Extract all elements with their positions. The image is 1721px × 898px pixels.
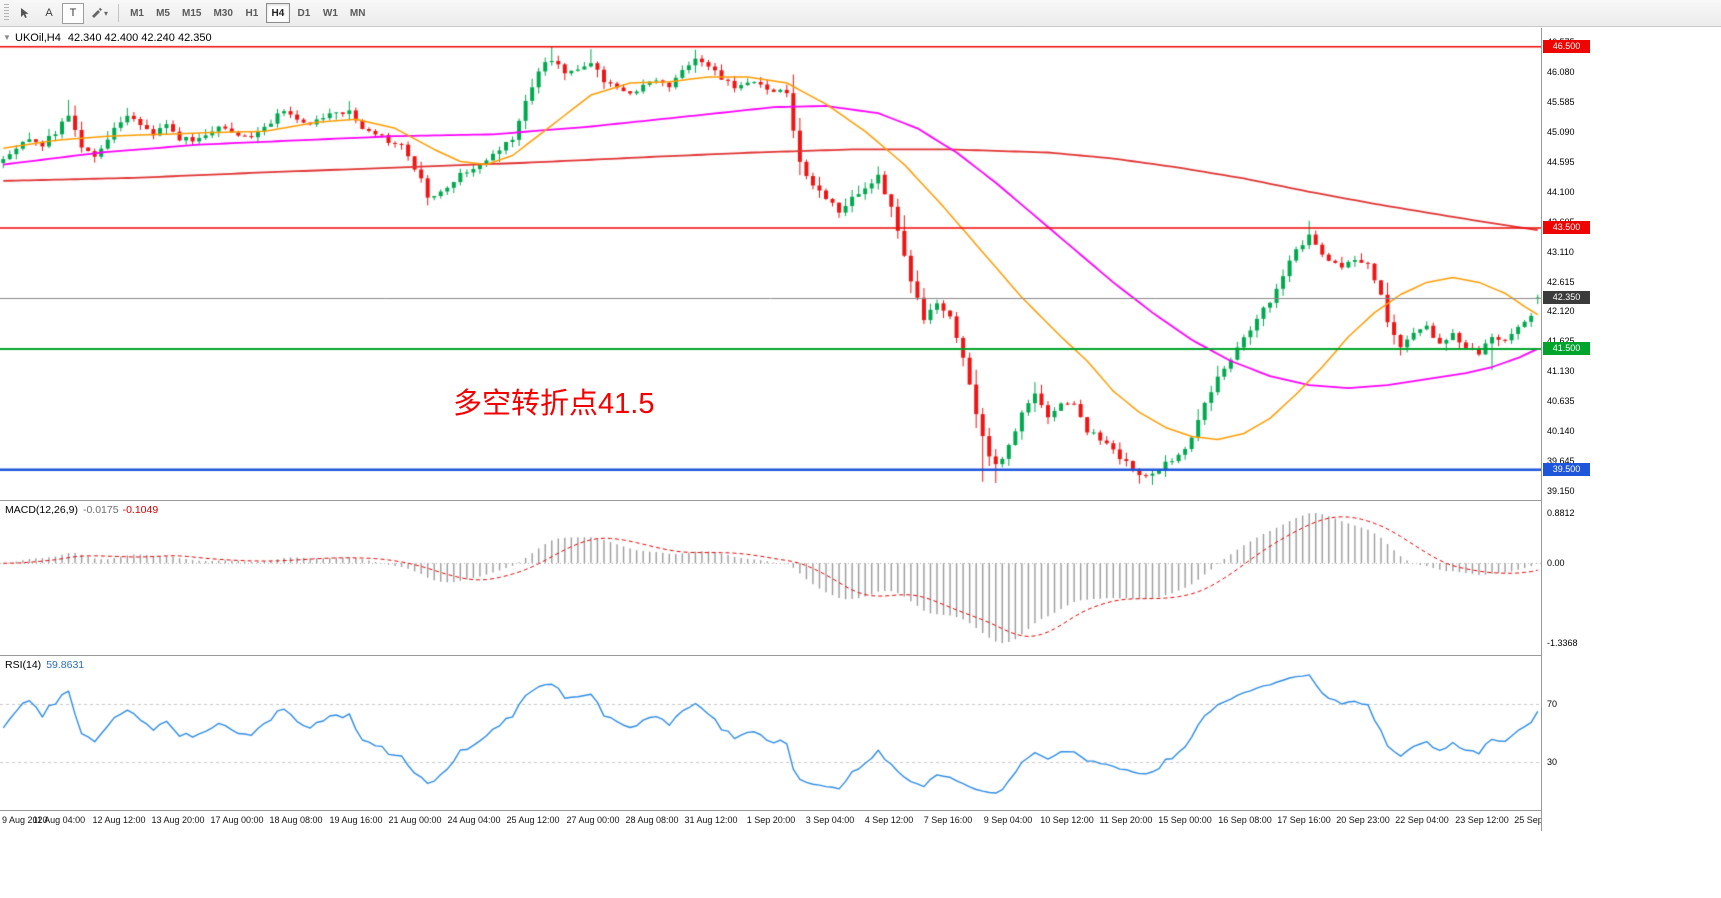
price-axis-tick: 44.100: [1547, 187, 1575, 197]
price-panel[interactable]: ▼ UKOil,H4 42.340 42.400 42.240 42.350 多空…: [0, 28, 1541, 501]
toolbar: A T ▾ M1 M5 M15 M30 H1 H4 D1 W1 MN: [0, 0, 1721, 27]
symbol-timeframe-label: UKOil,H4: [15, 32, 61, 44]
cursor-icon: [21, 8, 29, 18]
timeframe-button-h1[interactable]: H1: [240, 3, 264, 23]
time-axis-label: 10 Sep 12:00: [1040, 815, 1094, 825]
one-click-trading-toggle[interactable]: ▼: [3, 33, 11, 42]
macd-signal-value: -0.1049: [122, 504, 159, 516]
pencil-icon: [92, 7, 102, 18]
draw-tools-dropdown[interactable]: ▾: [86, 3, 112, 24]
time-axis-label: 3 Sep 04:00: [805, 815, 855, 825]
timeframe-group: M1 M5 M15 M30 H1 H4 D1 W1 MN: [124, 3, 371, 23]
timeframe-button-mn[interactable]: MN: [345, 3, 371, 23]
price-axis-tick: 41.625: [1547, 336, 1575, 346]
time-axis-label: 11 Aug 04:00: [32, 815, 86, 825]
timeframe-button-m1[interactable]: M1: [125, 3, 149, 23]
price-axis[interactable]: 46.57546.08045.58545.09044.59544.10043.6…: [1541, 28, 1721, 831]
current-price-badge: 42.350: [1543, 291, 1590, 304]
macd-panel[interactable]: MACD(12,26,9) -0.0175 -0.1049: [0, 501, 1541, 656]
time-axis-label: 28 Aug 08:00: [625, 815, 679, 825]
price-axis-tick: 42.615: [1547, 277, 1575, 287]
time-axis-label: 9 Aug 2020: [2, 815, 48, 825]
price-level-badge: 43.500: [1543, 221, 1590, 234]
time-axis-label: 12 Aug 12:00: [92, 815, 146, 825]
time-axis-label: 27 Aug 00:00: [566, 815, 620, 825]
chart-title: UKOil,H4 42.340 42.400 42.240 42.350: [15, 32, 212, 44]
time-axis-label: 1 Sep 20:00: [746, 815, 796, 825]
time-axis-label: 17 Aug 00:00: [210, 815, 264, 825]
time-axis[interactable]: 9 Aug 2020 11 Aug 04:00 12 Aug 12:00 13 Aug…: [0, 811, 1568, 831]
time-axis-label: 22 Sep 04:00: [1395, 815, 1449, 825]
toolbar-drag-handle[interactable]: [4, 4, 9, 22]
rsi-name: RSI(14): [5, 659, 42, 671]
price-axis-tick: 44.595: [1547, 157, 1575, 167]
price-axis-tick: 41.130: [1547, 366, 1575, 376]
price-axis-tick: 40.635: [1547, 396, 1575, 406]
time-axis-label: 19 Aug 16:00: [329, 815, 383, 825]
time-axis-label: 7 Sep 16:00: [923, 815, 973, 825]
time-axis-label: 16 Sep 08:00: [1218, 815, 1272, 825]
time-axis-label: 18 Aug 08:00: [269, 815, 323, 825]
time-axis-label: 15 Sep 00:00: [1158, 815, 1212, 825]
macd-axis-max: 0.8812: [1547, 508, 1575, 518]
price-level-badge: 41.500: [1543, 342, 1590, 355]
price-axis-tick: 42.120: [1547, 306, 1575, 316]
macd-name: MACD(12,26,9): [5, 504, 78, 516]
macd-canvas[interactable]: [0, 501, 1541, 655]
time-axis-label: 20 Sep 23:00: [1336, 815, 1390, 825]
price-axis-tick: 39.150: [1547, 486, 1575, 496]
time-axis-label: 24 Aug 04:00: [447, 815, 501, 825]
time-axis-label: 4 Sep 12:00: [864, 815, 914, 825]
timeframe-button-m5[interactable]: M5: [151, 3, 175, 23]
macd-axis-min: -1.3368: [1547, 638, 1578, 648]
rsi-axis-level: 30: [1547, 757, 1558, 767]
time-axis-label: 11 Sep 20:00: [1099, 815, 1153, 825]
timeframe-button-m15[interactable]: M15: [177, 3, 206, 23]
price-axis-tick: 45.585: [1547, 97, 1575, 107]
macd-main-value: -0.0175: [82, 504, 119, 516]
rsi-value: 59.8631: [46, 659, 85, 671]
timeframe-button-d1[interactable]: D1: [292, 3, 316, 23]
time-axis-label: 31 Aug 12:00: [684, 815, 738, 825]
macd-label: MACD(12,26,9) -0.0175 -0.1049: [5, 504, 158, 516]
price-axis-tick: 45.090: [1547, 127, 1575, 137]
rsi-axis-level: 70: [1547, 699, 1558, 709]
macd-axis-zero: 0.00: [1547, 558, 1565, 568]
time-axis-label: 25 Aug 12:00: [506, 815, 560, 825]
timeframe-button-h4[interactable]: H4: [265, 3, 290, 23]
timeframe-button-w1[interactable]: W1: [318, 3, 343, 23]
toolbar-separator: [118, 4, 120, 22]
time-axis-label: 23 Sep 12:00: [1455, 815, 1509, 825]
chevron-down-icon: ▾: [104, 8, 109, 18]
rsi-label: RSI(14) 59.8631: [5, 659, 84, 671]
price-axis-tick: 43.110: [1547, 247, 1574, 257]
rsi-canvas[interactable]: [0, 656, 1541, 810]
price-annotation-text[interactable]: 多空转折点41.5: [453, 388, 655, 420]
time-axis-label: 17 Sep 16:00: [1277, 815, 1331, 825]
text-label-tool-button[interactable]: A: [38, 3, 60, 24]
text-tool-button[interactable]: T: [62, 2, 84, 24]
price-chart-canvas[interactable]: [0, 28, 1541, 500]
price-axis-tick: 46.080: [1547, 67, 1575, 77]
rsi-panel[interactable]: RSI(14) 59.8631: [0, 656, 1541, 811]
time-axis-label: 9 Sep 04:00: [983, 815, 1033, 825]
price-level-badge: 46.500: [1543, 40, 1590, 53]
price-axis-tick: 39.645: [1547, 456, 1575, 466]
ohlc-values: 42.340 42.400 42.240 42.350: [67, 32, 212, 44]
price-axis-tick: 40.140: [1547, 426, 1575, 436]
price-level-badge: 39.500: [1543, 463, 1590, 476]
time-axis-label: 13 Aug 20:00: [151, 815, 205, 825]
cursor-tool-button[interactable]: [14, 3, 36, 24]
time-axis-label: 21 Aug 00:00: [388, 815, 442, 825]
timeframe-button-m30[interactable]: M30: [208, 3, 237, 23]
